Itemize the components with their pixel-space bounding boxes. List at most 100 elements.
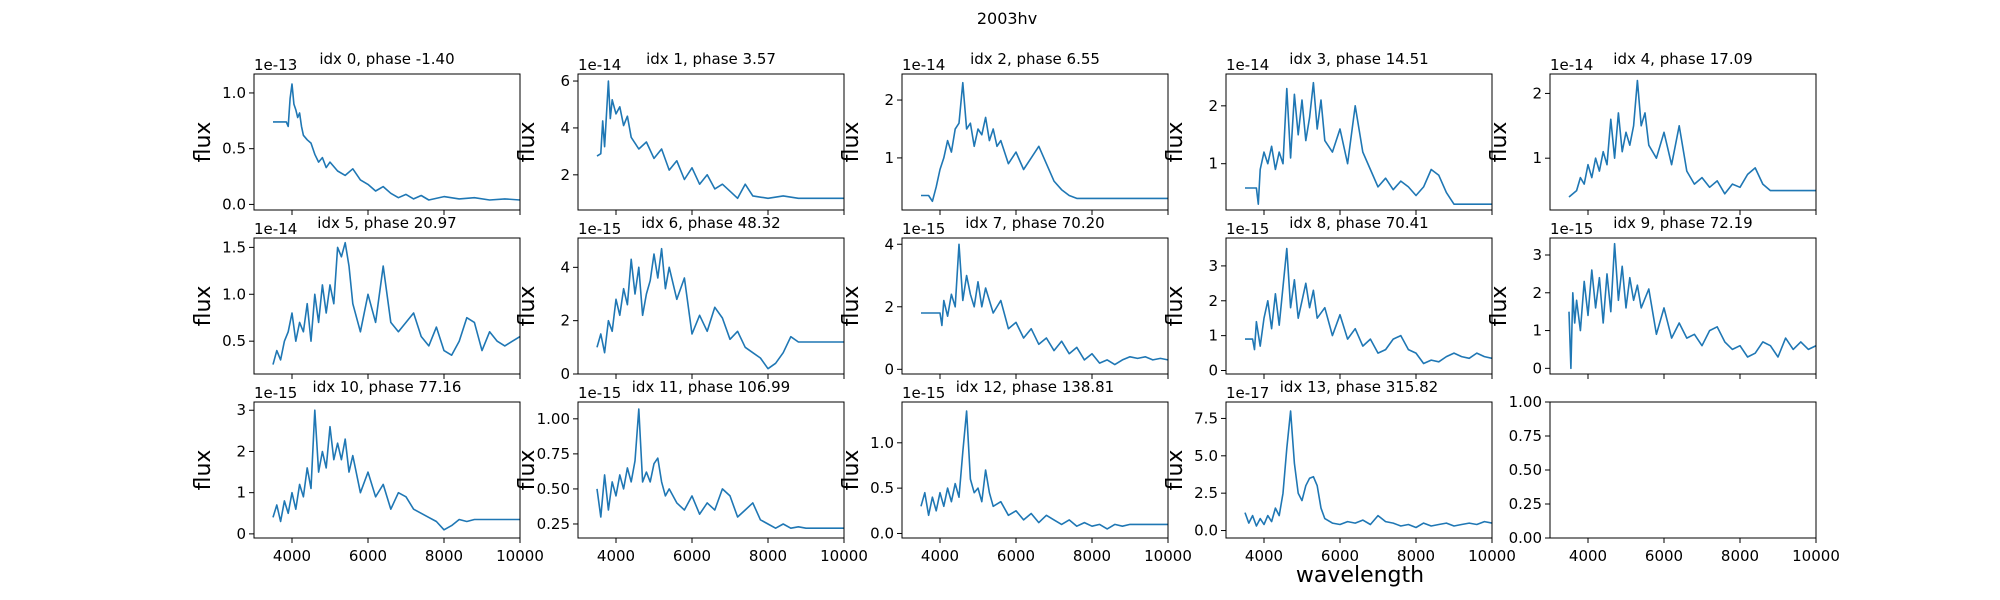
y-tick-label: 1 xyxy=(884,149,894,167)
y-offset-label: 1e-14 xyxy=(578,56,621,74)
y-offset-label: 1e-17 xyxy=(1226,384,1269,402)
y-axis-label: flux xyxy=(839,122,864,163)
spectrum-line xyxy=(1244,410,1492,529)
y-tick-label: 0.5 xyxy=(222,140,246,158)
subplot-11: 0.25 0.50 0.75 1.00 4000 6000 8000 10000 1e-15 id… xyxy=(515,378,868,565)
spectrum-line xyxy=(596,408,844,530)
y-axis-label: flux xyxy=(1487,286,1512,327)
y-offset-label: 1e-15 xyxy=(578,384,621,402)
spectrum-line xyxy=(596,247,844,370)
y-tick-label: 1.0 xyxy=(222,285,246,303)
y-tick-label: 2 xyxy=(560,312,570,330)
y-tick-label: 1.5 xyxy=(222,238,246,256)
x-tick-label: 4000 xyxy=(273,547,311,565)
axes-frame xyxy=(253,237,521,375)
y-tick-label: 0.0 xyxy=(222,195,246,213)
axes-frame xyxy=(253,401,521,539)
x-tick-label: 8000 xyxy=(1721,547,1759,565)
subplot-3: 1 2 1e-14 idx 3, phase 14.51 flux xyxy=(1163,50,1493,215)
y-tick-label: 1 xyxy=(1208,327,1218,345)
x-tick-label: 6000 xyxy=(673,547,711,565)
spectrum-line xyxy=(273,83,520,201)
y-tick-label: 0 xyxy=(560,365,570,383)
y-tick-label: 0.5 xyxy=(870,479,894,497)
y-tick-label: 1 xyxy=(1532,149,1542,167)
y-offset-label: 1e-15 xyxy=(1550,220,1593,238)
y-tick-label: 0.5 xyxy=(222,332,246,350)
y-axis-label: flux xyxy=(839,286,864,327)
y-tick-label: 0 xyxy=(884,360,894,378)
y-tick-label: 0.0 xyxy=(870,524,894,542)
subplot-title: idx 3, phase 14.51 xyxy=(1289,50,1428,68)
y-tick-label: 0.50 xyxy=(537,480,570,498)
subplot-7: 0 2 4 1e-15 idx 7, phase 70.20 flux xyxy=(839,214,1169,379)
figure-title: 2003hv xyxy=(977,9,1037,28)
axes-frame xyxy=(1549,401,1817,539)
spectrum-line xyxy=(1568,242,1816,370)
y-axis-label: flux xyxy=(1163,286,1188,327)
subplot-title: idx 9, phase 72.19 xyxy=(1613,214,1752,232)
y-axis-label: flux xyxy=(191,122,216,163)
y-offset-label: 1e-15 xyxy=(578,220,621,238)
x-tick-label: 8000 xyxy=(1397,547,1435,565)
subplot-title: idx 12, phase 138.81 xyxy=(956,378,1114,396)
x-tick-label: 10000 xyxy=(1792,547,1840,565)
x-tick-label: 4000 xyxy=(1569,547,1607,565)
x-tick-label: 4000 xyxy=(1245,547,1283,565)
y-tick-label: 1.00 xyxy=(537,410,570,428)
axes-frame xyxy=(901,401,1169,539)
y-tick-label: 4 xyxy=(560,258,570,276)
subplot-13: 0.0 2.5 5.0 7.5 4000 6000 8000 10000 1e-17 idx 13… xyxy=(1163,378,1516,565)
subplot-5: 0.5 1.0 1.5 1e-14 idx 5, phase 20.97 flux xyxy=(191,214,521,379)
y-tick-label: 2 xyxy=(1532,284,1542,302)
subplot-14: 0.00 0.25 0.50 0.75 1.00 4000 6000 8000 10000 xyxy=(1509,393,1840,565)
y-tick-label: 0.75 xyxy=(537,445,570,463)
x-tick-label: 8000 xyxy=(425,547,463,565)
subplot-title: idx 1, phase 3.57 xyxy=(646,50,776,68)
y-tick-label: 4 xyxy=(560,119,570,137)
axes-frame xyxy=(1549,237,1817,375)
subplot-6: 0 2 4 1e-15 idx 6, phase 48.32 flux xyxy=(515,214,845,383)
y-axis-label: flux xyxy=(1163,122,1188,163)
subplot-title: idx 6, phase 48.32 xyxy=(641,214,780,232)
y-axis-label: flux xyxy=(839,450,864,491)
spectrum-line xyxy=(1245,81,1492,205)
y-tick-label: 3 xyxy=(236,401,246,419)
axes-frame xyxy=(901,73,1169,211)
y-tick-label: 7.5 xyxy=(1194,409,1218,427)
y-tick-label: 3 xyxy=(1208,257,1218,275)
y-offset-label: 1e-14 xyxy=(1226,56,1269,74)
y-tick-label: 2 xyxy=(236,442,246,460)
subplot-title: idx 7, phase 70.20 xyxy=(965,214,1104,232)
y-tick-label: 0.75 xyxy=(1509,427,1542,445)
y-tick-label: 1.0 xyxy=(222,84,246,102)
y-tick-label: 4 xyxy=(884,235,894,253)
y-tick-label: 0.0 xyxy=(1194,522,1218,540)
x-tick-label: 6000 xyxy=(1645,547,1683,565)
x-tick-label: 10000 xyxy=(1468,547,1516,565)
spectrum-line xyxy=(1568,79,1816,198)
y-tick-label: 0 xyxy=(1208,362,1218,380)
subplot-9: 0 1 2 3 1e-15 idx 9, phase 72.19 flux xyxy=(1487,214,1817,379)
y-tick-label: 2 xyxy=(560,166,570,184)
y-axis-label: flux xyxy=(191,450,216,491)
subplot-title: idx 4, phase 17.09 xyxy=(1613,50,1752,68)
y-tick-label: 1.0 xyxy=(870,434,894,452)
y-offset-label: 1e-15 xyxy=(254,384,297,402)
subplot-title: idx 0, phase -1.40 xyxy=(319,50,454,68)
subplot-8: 0 1 2 3 1e-15 idx 8, phase 70.41 flux xyxy=(1163,214,1493,380)
spectrum-line xyxy=(272,241,520,365)
y-offset-label: 1e-14 xyxy=(254,220,297,238)
y-offset-label: 1e-13 xyxy=(254,56,297,74)
axes-frame xyxy=(577,237,845,375)
y-axis-label: flux xyxy=(1163,450,1188,491)
x-tick-label: 8000 xyxy=(749,547,787,565)
y-tick-label: 1 xyxy=(236,484,246,502)
common-x-axis-label: wavelength xyxy=(1296,563,1424,588)
y-tick-label: 2 xyxy=(884,298,894,316)
axes-frame xyxy=(1549,73,1817,211)
y-tick-label: 2 xyxy=(1208,97,1218,115)
subplot-0: 0.0 0.5 1.0 1e-13 idx 0, phase -1.40 flux xyxy=(191,50,521,215)
